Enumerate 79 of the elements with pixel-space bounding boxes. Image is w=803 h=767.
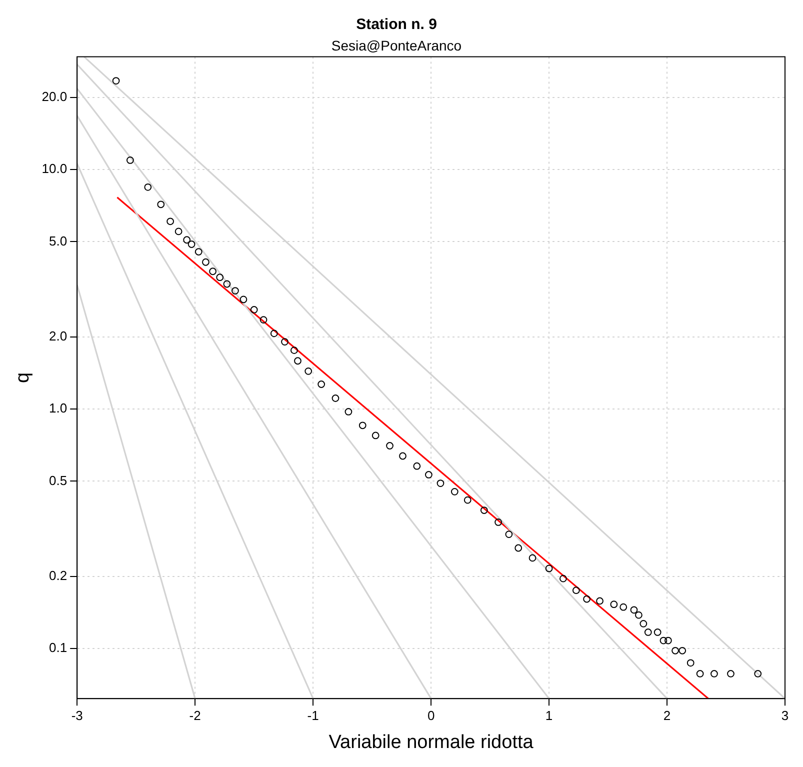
point: [223, 280, 231, 288]
y-axis-title: q: [12, 372, 34, 383]
point: [710, 670, 718, 678]
point: [386, 442, 394, 450]
point: [678, 646, 686, 654]
x-tick-label: 3: [781, 708, 789, 723]
point: [232, 287, 239, 294]
chart-title: Station n. 9: [356, 16, 437, 34]
point: [424, 471, 432, 478]
point: [332, 394, 340, 402]
point: [754, 670, 762, 678]
point: [630, 606, 638, 614]
point: [505, 530, 513, 538]
y-tick-label: 10.0: [42, 161, 68, 176]
point: [672, 646, 679, 654]
point: [596, 597, 604, 605]
point: [174, 228, 182, 236]
point: [583, 595, 590, 603]
point: [358, 422, 366, 430]
point: [183, 236, 191, 244]
point: [157, 200, 165, 208]
point: [126, 156, 134, 164]
point: [216, 274, 224, 282]
point: [144, 183, 152, 191]
point: [202, 258, 210, 266]
x-tick-label: 0: [427, 708, 435, 723]
point: [686, 659, 694, 667]
point: [294, 357, 302, 365]
x-tick-label: -1: [307, 708, 319, 723]
point: [240, 296, 248, 304]
point: [696, 670, 704, 678]
point: [372, 432, 380, 440]
point: [166, 218, 174, 226]
point: [528, 554, 536, 562]
y-tick-label: 1.0: [49, 400, 68, 416]
point: [399, 452, 406, 460]
point: [344, 408, 352, 416]
point: [644, 628, 652, 636]
y-tick-label: 2.0: [49, 328, 68, 344]
point: [620, 603, 628, 611]
point: [260, 316, 268, 324]
point: [188, 240, 196, 248]
y-tick-label: 20.0: [42, 89, 68, 104]
y-tick-label: 0.2: [49, 568, 68, 584]
point: [464, 496, 472, 504]
point: [494, 518, 502, 526]
point: [290, 346, 298, 354]
x-tick-label: -3: [71, 708, 83, 723]
point: [480, 506, 488, 514]
point: [664, 636, 672, 644]
x-tick-label: 1: [545, 708, 553, 723]
point: [559, 574, 567, 582]
point: [610, 600, 618, 608]
point: [450, 488, 458, 496]
point: [281, 338, 288, 346]
point: [209, 268, 216, 276]
point: [304, 367, 312, 375]
x-axis-title: Variabile normale ridotta: [328, 732, 534, 753]
point: [318, 380, 326, 388]
point: [572, 586, 580, 594]
point: [660, 636, 668, 644]
y-tick-label: 0.5: [49, 472, 68, 488]
y-tick-label: 0.1: [49, 640, 68, 656]
chart-subtitle: Sesia@PonteAranco: [331, 37, 462, 54]
point: [436, 480, 444, 487]
point: [727, 670, 734, 678]
point: [635, 611, 642, 619]
point: [194, 248, 202, 256]
point: [654, 628, 662, 636]
point: [250, 306, 258, 314]
point: [640, 620, 648, 628]
x-tick-label: -2: [189, 708, 201, 723]
point: [112, 77, 120, 84]
y-tick-label: 5.0: [49, 233, 68, 248]
point: [270, 330, 278, 338]
point: [413, 462, 421, 470]
x-tick-label: 2: [663, 708, 671, 723]
point: [545, 564, 553, 572]
point: [514, 544, 522, 552]
